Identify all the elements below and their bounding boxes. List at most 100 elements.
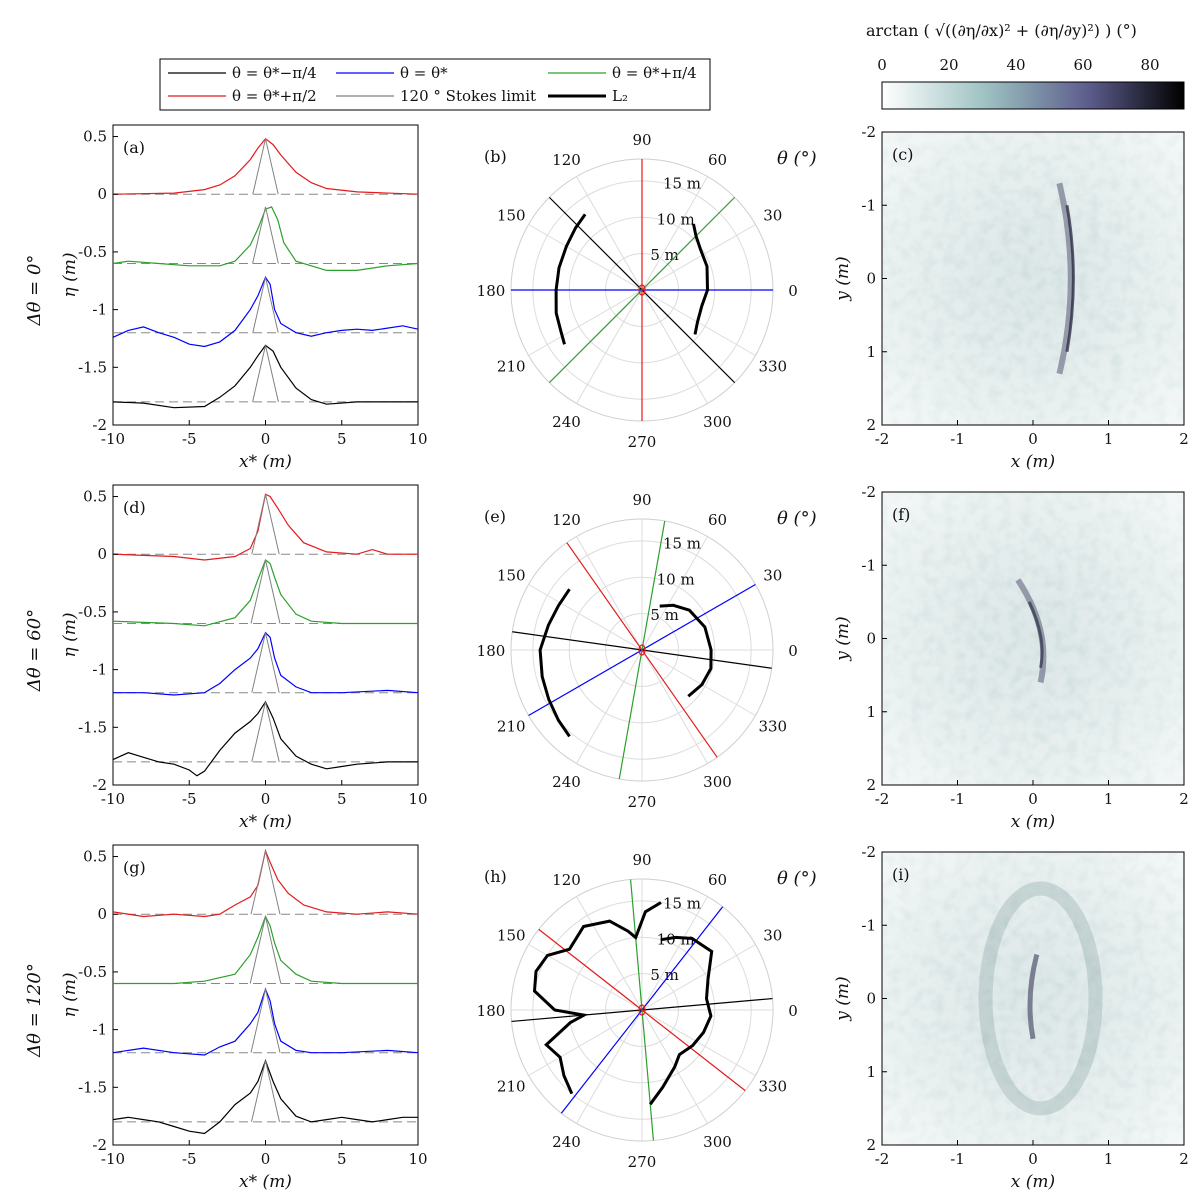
polar-spoke	[641, 896, 708, 1011]
polar-angle-label: 120	[552, 511, 581, 529]
profile-panel-3: -10 -5 0 5 10 0.5 0 -0.5 -1 -1.5 -2 x* (m) η (m) (g)	[60, 844, 428, 1192]
y-tick-label: -2	[861, 123, 876, 141]
polar-panel-1: 0 30 60 90 120 150 180 210 240 270 300 330 5 m 10 m 15…	[477, 131, 817, 451]
y-tick-label: 0	[97, 905, 107, 923]
polar-angle-label: 330	[758, 1078, 787, 1096]
stokes-limit-2	[252, 277, 279, 333]
x-tick-label: -2	[875, 430, 890, 448]
polar-angle-label: 120	[552, 151, 581, 169]
panel-label: (e)	[484, 507, 506, 526]
polar-spoke	[641, 649, 756, 716]
x-tick-label: 5	[337, 790, 347, 808]
polar-theta-label: θ (°)	[777, 868, 817, 889]
y-tick-label: -1	[861, 196, 876, 214]
legend-box	[159, 58, 711, 111]
polar-angle-label: 330	[758, 718, 787, 736]
y-tick-label: -2	[861, 843, 876, 861]
colorbar-gradient	[881, 81, 1185, 110]
stokes-limit-2	[250, 989, 281, 1053]
polar-angle-label: 300	[703, 773, 732, 791]
map-vignette	[882, 132, 1184, 425]
profile-panel-2: -10 -5 0 5 10 0.5 0 -0.5 -1 -1.5 -2 x* (m) η (m) (d)	[60, 484, 428, 832]
x-tick-label: -2	[875, 1150, 890, 1168]
L2-curve-1	[648, 935, 714, 1106]
profile-panels: -10 -5 0 5 100.50-0.5-1-1.5-2x* (m)η (m)(a)-…	[60, 124, 428, 1192]
panel-label: (c)	[892, 145, 913, 164]
x-axis-label: x* (m)	[239, 1172, 292, 1192]
map-crest	[1027, 953, 1040, 1040]
panel-label: (i)	[892, 865, 910, 884]
x-tick-label: 0	[261, 1150, 271, 1168]
y-tick-label: -0.5	[78, 603, 107, 621]
polar-angle-label: 240	[552, 1133, 581, 1151]
y-axis-label: η (m)	[60, 613, 80, 658]
map-crest-core	[1027, 601, 1044, 669]
y-tick-label: 0	[866, 990, 876, 1008]
L2-curve-1	[659, 603, 713, 698]
profile-series-1	[112, 559, 418, 627]
polar-angle-label: 30	[763, 207, 782, 225]
profile-series-1	[112, 206, 419, 271]
profile-axes-box	[112, 844, 419, 1146]
polar-spoke	[528, 1009, 643, 1076]
row-label-3: Δθ = 120°	[24, 963, 45, 1058]
profile-axes-box	[112, 124, 419, 426]
y-tick-label: 0	[97, 185, 107, 203]
polar-spoke	[641, 224, 756, 291]
stokes-limit-1	[250, 559, 281, 624]
polar-origin-marker	[638, 1004, 646, 1016]
polar-spoke	[576, 536, 643, 651]
y-tick-label: -1	[861, 556, 876, 574]
y-axis-label: y (m)	[833, 256, 853, 301]
y-tick-label: -0.5	[78, 243, 107, 261]
polar-spoke	[528, 289, 643, 356]
polar-spoke	[641, 649, 708, 764]
legend-label-4: 120 ° Stokes limit	[400, 87, 536, 105]
stokes-limit-1	[252, 206, 279, 264]
profile-series-0	[112, 493, 418, 561]
polar-spoke	[641, 176, 708, 291]
polar-angle-label: 30	[763, 927, 782, 945]
colorbar-label: arctan ( √((∂η/∂x)² + (∂η/∂y)²) ) (°)	[866, 21, 1137, 40]
colorbar-tick-0: 0	[877, 56, 887, 74]
x-tick-label: -2	[875, 790, 890, 808]
profile-series-3	[112, 700, 418, 777]
polar-direction-line-3	[538, 928, 746, 1092]
polar-radial-label: 5 m	[650, 246, 679, 264]
map-panel-1: -2 -2 -1 -1 0 0 1 1 2 2 x (m) y (m) (c)	[833, 123, 1189, 472]
polar-angle-label: 270	[628, 433, 657, 451]
L2-curve-0	[532, 901, 662, 1095]
x-tick-label: -10	[101, 430, 125, 448]
polar-spoke	[576, 289, 643, 404]
row-label-2: Δθ = 60°	[24, 609, 45, 692]
polar-theta-label: θ (°)	[777, 508, 817, 529]
x-tick-label: 10	[408, 1150, 427, 1168]
legend: θ = θ*−π/4 θ = θ* θ = θ*+π/4 θ = θ*+π/2 …	[159, 58, 711, 111]
polar-spoke	[641, 944, 756, 1011]
stokes-limit-0	[252, 138, 279, 195]
x-tick-label: 0	[261, 430, 271, 448]
x-tick-label: -10	[101, 790, 125, 808]
x-tick-label: 1	[1104, 790, 1114, 808]
stokes-limit-3	[252, 345, 279, 403]
y-tick-label: -2	[861, 483, 876, 501]
polar-angle-label: 210	[497, 358, 526, 376]
x-tick-label: 10	[408, 430, 427, 448]
x-tick-label: 0	[1028, 790, 1038, 808]
x-tick-label: 5	[337, 430, 347, 448]
y-tick-label: -0.5	[78, 963, 107, 981]
y-tick-label: 1	[866, 703, 876, 721]
polar-radial-label: 5 m	[650, 966, 679, 984]
polar-angle-label: 300	[703, 1133, 732, 1151]
colorbar-tick-4: 80	[1140, 56, 1159, 74]
stokes-limit-0	[251, 494, 280, 555]
colorbar-tick-1: 20	[939, 56, 958, 74]
y-tick-label: 0.5	[83, 848, 107, 866]
y-tick-label: 1	[866, 343, 876, 361]
map-vignette	[882, 492, 1184, 785]
y-tick-label: 2	[866, 1136, 876, 1154]
y-axis-label: η (m)	[60, 973, 80, 1018]
y-tick-label: -1	[92, 661, 107, 679]
y-tick-label: -1.5	[78, 358, 107, 376]
